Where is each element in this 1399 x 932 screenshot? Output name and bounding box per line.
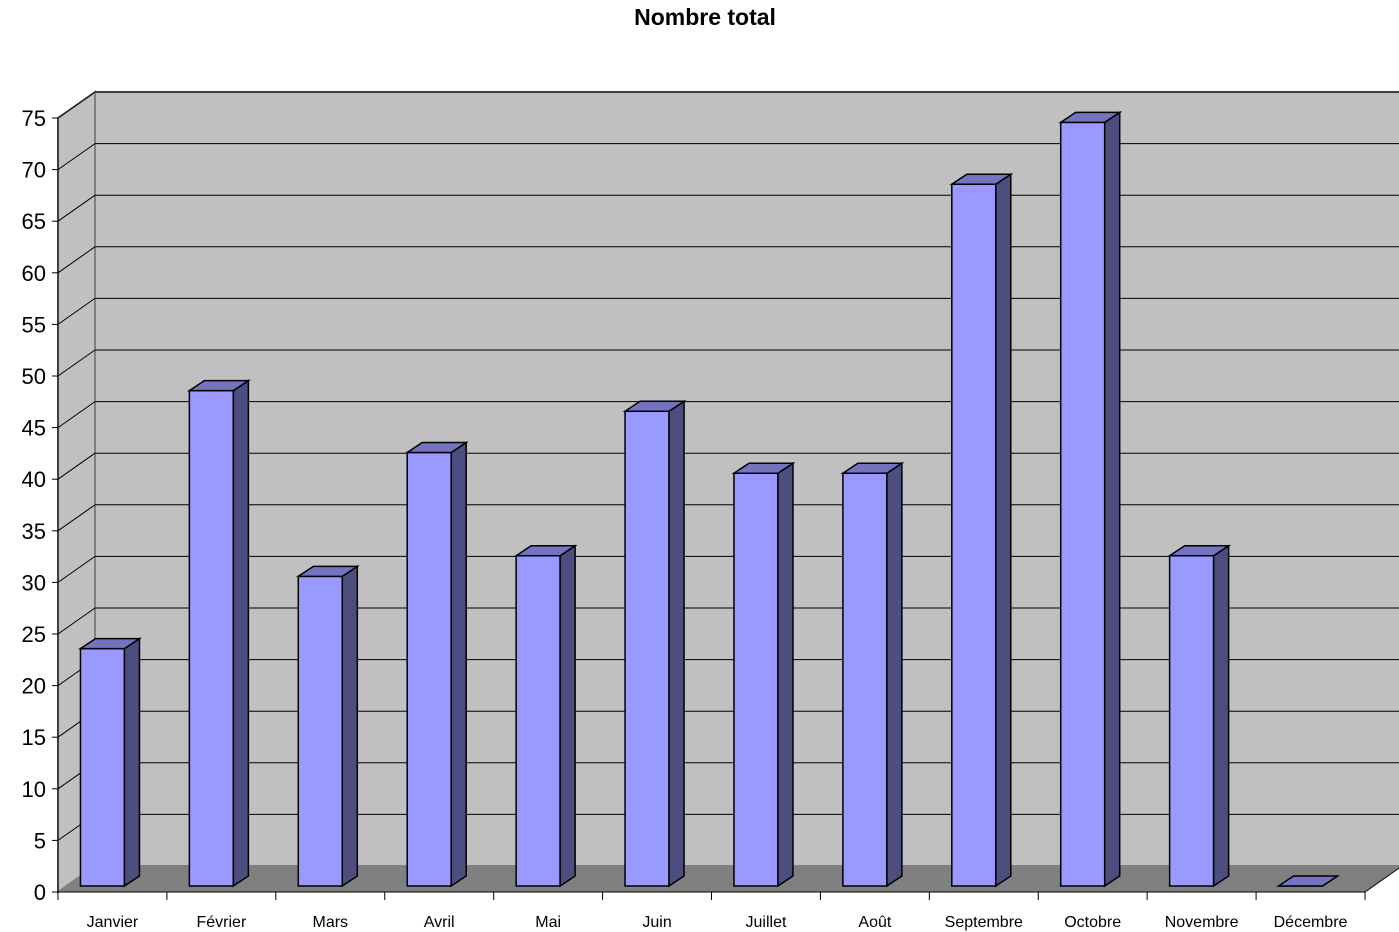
bar-top <box>1058 111 1123 124</box>
bar <box>77 637 142 888</box>
bar-top <box>186 379 251 392</box>
x-tick-label: Décembre <box>1274 914 1348 931</box>
y-tick-label: 45 <box>22 416 46 441</box>
bar <box>949 172 1014 888</box>
bar <box>1276 875 1341 887</box>
x-axis-tick-labels: Janvier Février Mars Avril Mai Juin Juillet Aoû… <box>87 914 1348 931</box>
x-tick-label: Avril <box>424 914 455 931</box>
bar-front <box>951 183 997 887</box>
bar-side <box>450 441 467 888</box>
bar-side <box>777 461 794 888</box>
x-tick-label: Janvier <box>87 914 139 931</box>
bar-side <box>232 379 250 888</box>
x-tick-label: Mai <box>535 914 561 931</box>
bar <box>295 564 360 888</box>
y-tick-label: 65 <box>22 209 46 234</box>
y-tick-label: 75 <box>22 106 46 131</box>
bar-side <box>123 637 141 888</box>
x-tick-label: Juin <box>642 914 671 931</box>
x-tick-label: Octobre <box>1064 914 1121 931</box>
y-tick-label: 35 <box>22 519 46 544</box>
bar <box>513 544 578 888</box>
gridline-side <box>57 452 96 480</box>
bar <box>1058 110 1123 888</box>
bar-top <box>949 173 1014 185</box>
bar-side <box>886 461 903 888</box>
y-tick-label: 0 <box>34 880 46 905</box>
bar-side <box>1103 110 1121 888</box>
bar-side <box>1212 544 1230 888</box>
x-tick-label: Août <box>858 914 891 931</box>
y-tick-label: 50 <box>22 364 46 389</box>
gridline-side <box>57 607 96 635</box>
y-tick-label: 15 <box>22 725 46 750</box>
bar-top <box>295 565 360 578</box>
x-tick-label: Novembre <box>1165 914 1239 931</box>
x-axis-depth-line <box>1364 867 1399 893</box>
x-tick-label: Février <box>196 914 246 931</box>
bar-top <box>622 400 687 413</box>
bar-side <box>668 399 685 888</box>
bar <box>840 461 905 888</box>
bar-top <box>840 462 905 474</box>
bar-front <box>1168 555 1215 887</box>
bars <box>77 110 1341 888</box>
gridline-side <box>57 555 96 583</box>
gridline-side <box>57 91 96 119</box>
bar <box>622 399 687 888</box>
gridline-side <box>57 401 96 429</box>
bar-front <box>188 389 235 887</box>
bar <box>404 441 469 888</box>
gridline-side <box>57 143 96 171</box>
y-tick-label: 55 <box>22 312 46 337</box>
y-tick-label: 70 <box>22 158 46 183</box>
bar-front <box>842 472 888 887</box>
y-tick-label: 5 <box>34 828 46 853</box>
y-tick-label: 20 <box>22 674 46 699</box>
y-tick-label: 10 <box>22 777 46 802</box>
chart-title: Nombre total <box>634 4 776 30</box>
bar-top <box>731 462 796 474</box>
y-tick-label: 25 <box>22 622 46 647</box>
bar-side <box>995 172 1012 888</box>
bar-top <box>1276 875 1341 887</box>
bar-side <box>559 544 576 888</box>
x-tick-label: Juillet <box>746 914 787 931</box>
bar-front <box>406 451 452 887</box>
gridline-side <box>57 504 96 532</box>
bar-front <box>297 575 344 887</box>
bar-front <box>79 647 126 887</box>
y-axis-tick-labels: 0 5 10 15 20 25 30 35 40 45 50 55 60 65 70 75 <box>22 106 46 905</box>
axes <box>52 117 1399 900</box>
y-tick-label: 40 <box>22 467 46 492</box>
gridline-side <box>57 194 96 222</box>
bar-top <box>513 545 578 557</box>
bar-side <box>341 564 359 888</box>
y-tick-label: 30 <box>22 570 46 595</box>
bar <box>731 461 796 888</box>
x-tick-label: Mars <box>313 914 349 931</box>
x-tick-label: Septembre <box>945 914 1023 931</box>
gridline-side <box>57 349 96 377</box>
bar <box>186 379 251 888</box>
bar-front <box>624 410 670 887</box>
bar-front <box>515 555 561 887</box>
gridline-side <box>57 246 96 274</box>
bar-front <box>1059 121 1106 887</box>
bar-front <box>733 472 779 887</box>
bar-top <box>404 441 469 454</box>
gridline-side <box>57 297 96 325</box>
bar-top <box>1167 545 1232 557</box>
bar-top <box>77 637 142 650</box>
bar <box>1167 544 1232 888</box>
y-tick-label: 60 <box>22 261 46 286</box>
